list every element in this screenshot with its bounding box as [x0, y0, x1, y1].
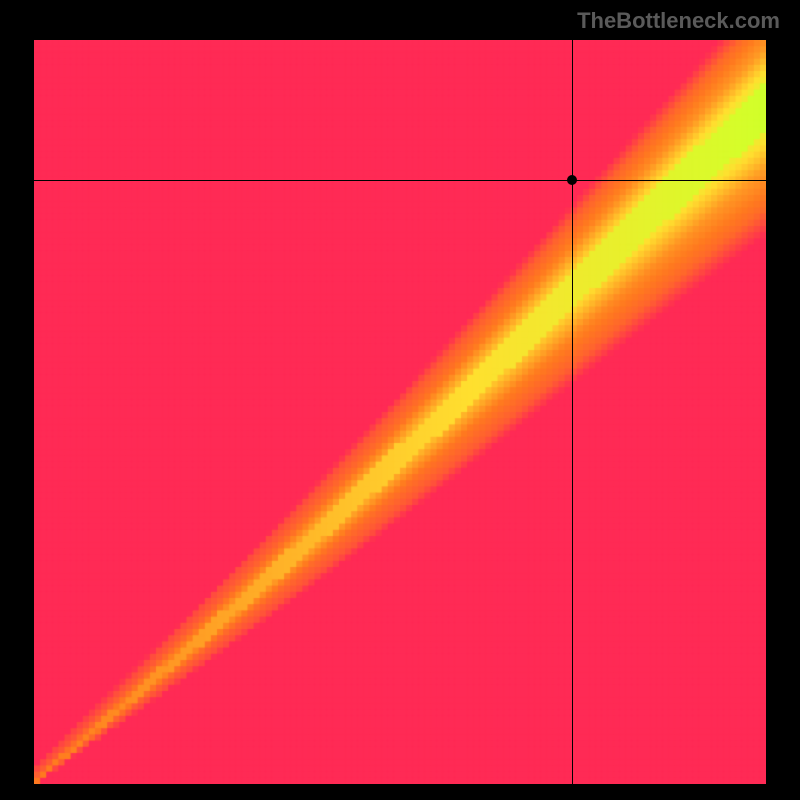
crosshair-horizontal [34, 180, 766, 181]
chart-container: TheBottleneck.com [0, 0, 800, 800]
crosshair-vertical [572, 40, 573, 784]
crosshair-marker [567, 175, 577, 185]
heatmap-canvas [34, 40, 766, 784]
watermark-text: TheBottleneck.com [577, 8, 780, 34]
heatmap-plot [34, 40, 766, 784]
